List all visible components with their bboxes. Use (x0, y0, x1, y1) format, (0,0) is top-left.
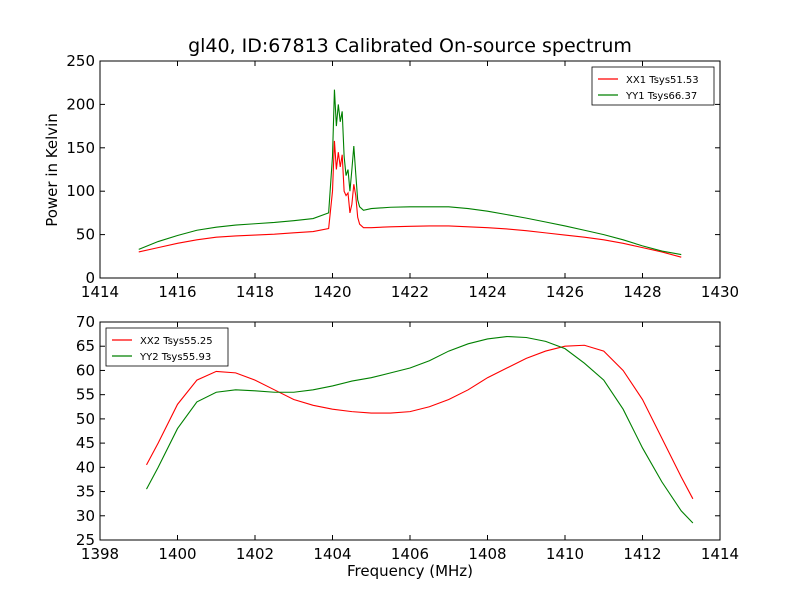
top-spectrum-panel: 1414 1416 1418 1420 1422 1424 1426 1428 1430 0 50 1… (66, 52, 739, 301)
y-tick-label: 150 (66, 139, 95, 157)
y-tick-label: 55 (76, 386, 95, 404)
x-tick-label: 1412 (623, 545, 661, 563)
x-tick-label: 1408 (468, 545, 506, 563)
x-tick-label: 1414 (81, 283, 119, 301)
series-line-1-1 (138, 140, 682, 258)
legend-entry: XX1 Tsys51.53 (626, 75, 699, 86)
y-tick-label: 30 (76, 507, 95, 525)
legend-entry: YY2 Tsys55.93 (139, 352, 211, 363)
y-tick-label: 250 (66, 52, 95, 70)
bottom-x-axis-label: Frequency (MHz) (347, 562, 473, 580)
x-tick-label: 1418 (236, 283, 274, 301)
y-tick-label: 50 (76, 410, 95, 428)
x-tick-label: 1400 (158, 545, 196, 563)
x-tick-label: 1430 (701, 283, 739, 301)
x-tick-label: 1414 (701, 545, 739, 563)
series-line-2-2 (146, 335, 694, 524)
legend-entry: YY1 Tsys66.37 (625, 91, 697, 102)
series-line-2-1 (146, 344, 694, 500)
legend-box (105, 327, 229, 367)
y-tick-label: 35 (76, 483, 95, 501)
legend: XX1 Tsys51.53 YY1 Tsys66.37 (591, 66, 715, 106)
bottom-spectrum-panel: 1398 1400 1402 1404 1406 1408 1410 1412 1414 25 30… (76, 313, 739, 563)
x-tick-label: 1426 (546, 283, 584, 301)
x-tick-label: 1398 (81, 545, 119, 563)
x-tick-label: 1404 (313, 545, 351, 563)
legend-entry: XX2 Tsys55.25 (140, 336, 213, 347)
y-tick-label: 0 (85, 269, 95, 287)
x-tick-label: 1402 (236, 545, 274, 563)
x-tick-label: 1410 (546, 545, 584, 563)
legend: XX2 Tsys55.25 YY2 Tsys55.93 (105, 327, 229, 367)
chart-title: gl40, ID:67813 Calibrated On-source spec… (188, 35, 632, 57)
top-y-axis-label: Power in Kelvin (43, 113, 61, 227)
x-tick-label: 1416 (158, 283, 196, 301)
y-tick-label: 70 (76, 313, 95, 331)
x-tick-label: 1420 (313, 283, 351, 301)
y-tick-label: 45 (76, 434, 95, 452)
y-tick-label: 50 (76, 226, 95, 244)
x-tick-label: 1422 (391, 283, 429, 301)
x-tick-label: 1424 (468, 283, 506, 301)
legend-box (591, 66, 715, 106)
y-tick-label: 100 (66, 182, 95, 200)
y-tick-label: 65 (76, 337, 95, 355)
y-tick-label: 40 (76, 458, 95, 476)
x-tick-label: 1428 (623, 283, 661, 301)
x-tick-label: 1406 (391, 545, 429, 563)
y-tick-label: 60 (76, 361, 95, 379)
y-tick-label: 25 (76, 531, 95, 549)
series-line-1-2 (138, 89, 682, 256)
y-tick-label: 200 (66, 95, 95, 113)
